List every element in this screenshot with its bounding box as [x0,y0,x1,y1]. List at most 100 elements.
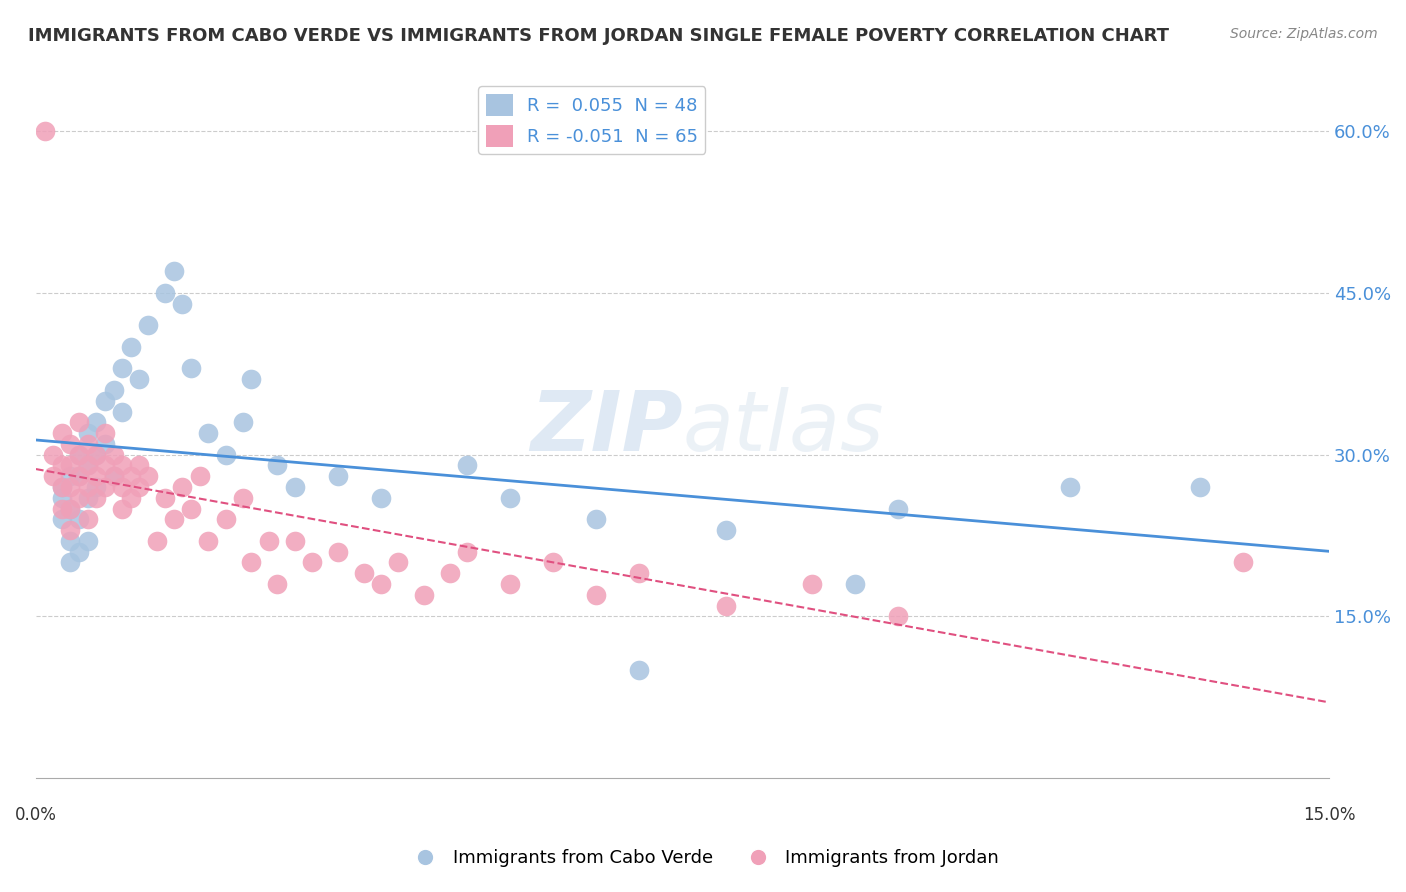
Point [34,124,56,138]
Point [76,491,98,505]
Point [439,566,461,581]
Point [180,361,202,376]
Point [456,544,478,558]
Point [800,577,823,591]
Point [67,491,90,505]
Point [59,556,82,570]
Point [94,437,117,451]
Point [59,501,82,516]
Point [172,480,194,494]
Point [257,533,280,548]
Point [232,415,254,429]
Point [84,448,107,462]
Point [214,448,236,462]
Point [353,566,375,581]
Text: 15.0%: 15.0% [1303,806,1355,824]
Point [844,577,866,591]
Point [128,480,150,494]
Point [59,458,82,473]
Point [887,609,910,624]
Point [67,469,90,483]
Point [499,577,522,591]
Point [51,501,73,516]
Point [155,491,177,505]
Point [76,426,98,441]
Text: atlas: atlas [682,387,884,468]
Point [197,533,219,548]
Point [266,577,288,591]
Point [67,512,90,526]
Point [67,448,90,462]
Point [103,469,125,483]
Point [42,469,65,483]
Point [197,426,219,441]
Point [76,512,98,526]
Point [1059,480,1081,494]
Point [59,523,82,537]
Legend: Immigrants from Cabo Verde, Immigrants from Jordan: Immigrants from Cabo Verde, Immigrants f… [401,842,1005,874]
Point [120,340,142,354]
Point [714,599,737,613]
Point [887,501,910,516]
Point [628,566,651,581]
Point [67,415,90,429]
Point [59,533,82,548]
Point [84,480,107,494]
Point [59,437,82,451]
Point [145,533,167,548]
Point [301,556,323,570]
Point [283,533,305,548]
Text: IMMIGRANTS FROM CABO VERDE VS IMMIGRANTS FROM JORDAN SINGLE FEMALE POVERTY CORRE: IMMIGRANTS FROM CABO VERDE VS IMMIGRANTS… [28,27,1170,45]
Point [188,469,211,483]
Point [120,469,142,483]
Point [111,501,134,516]
Point [232,491,254,505]
Point [42,448,65,462]
Point [76,458,98,473]
Point [266,458,288,473]
Point [59,469,82,483]
Point [370,491,392,505]
Point [51,426,73,441]
Point [103,383,125,397]
Point [94,393,117,408]
Point [111,361,134,376]
Point [326,469,349,483]
Point [67,469,90,483]
Point [103,448,125,462]
Point [499,491,522,505]
Point [136,318,159,333]
Point [94,458,117,473]
Point [456,458,478,473]
Point [51,491,73,505]
Point [585,588,607,602]
Point [180,501,202,516]
Point [155,285,177,300]
Point [111,458,134,473]
Point [370,577,392,591]
Point [1188,480,1211,494]
Point [67,448,90,462]
Point [628,663,651,677]
Point [541,556,564,570]
Point [84,415,107,429]
Point [94,426,117,441]
Point [59,501,82,516]
Point [163,264,186,278]
Point [240,556,263,570]
Point [163,512,186,526]
Point [326,544,349,558]
Point [714,523,737,537]
Point [51,458,73,473]
Text: Source: ZipAtlas.com: Source: ZipAtlas.com [1230,27,1378,41]
Point [84,491,107,505]
Point [76,480,98,494]
Point [128,458,150,473]
Point [240,372,263,386]
Legend: R =  0.055  N = 48, R = -0.051  N = 65: R = 0.055 N = 48, R = -0.051 N = 65 [478,87,706,154]
Point [76,458,98,473]
Point [51,480,73,494]
Point [128,372,150,386]
Point [111,404,134,418]
Point [76,437,98,451]
